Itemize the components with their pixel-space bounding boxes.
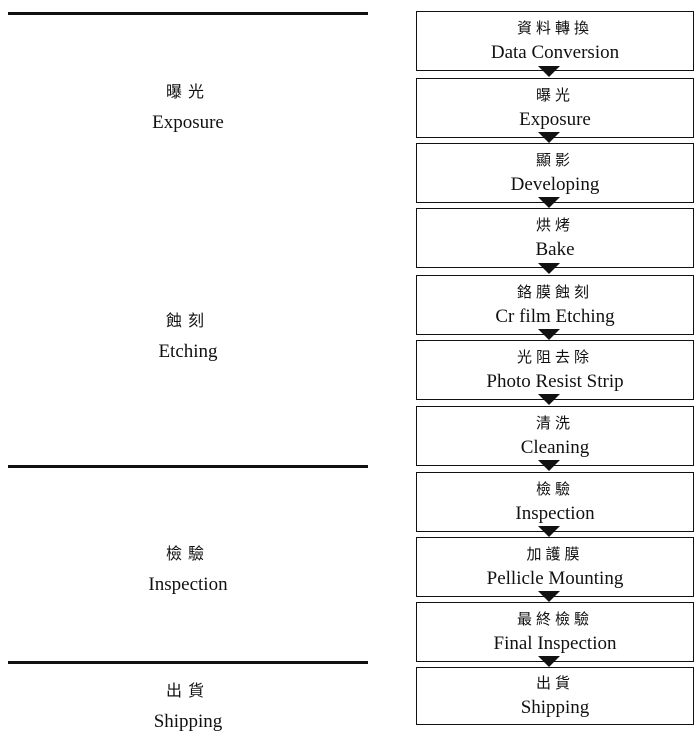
step-label-en: Inspection bbox=[515, 503, 595, 524]
step-box-exposure: 曝光 Exposure bbox=[416, 78, 694, 138]
step-box-bake: 烘烤 Bake bbox=[416, 208, 694, 268]
step-label-en: Cleaning bbox=[520, 437, 590, 458]
step-label-en: Cr film Etching bbox=[495, 306, 615, 327]
step-label-zh: 清洗 bbox=[535, 416, 574, 432]
stage-label-etching: 蝕刻 Etching bbox=[8, 307, 368, 367]
step-label-zh: 光阻去除 bbox=[516, 350, 593, 366]
step-box-cr-film-etching: 鉻膜蝕刻 Cr film Etching bbox=[416, 275, 694, 335]
down-arrow-icon bbox=[538, 460, 560, 471]
stage-label-shipping: 出貨 Shipping bbox=[8, 677, 368, 737]
down-arrow-icon bbox=[538, 394, 560, 405]
step-label-zh: 檢驗 bbox=[535, 482, 574, 498]
step-box-cleaning: 清洗 Cleaning bbox=[416, 406, 694, 466]
stage-divider-shipping bbox=[8, 661, 368, 664]
step-label-en: Final Inspection bbox=[493, 633, 617, 654]
step-label-en: Developing bbox=[510, 174, 600, 195]
stage-label-zh: 曝光 bbox=[165, 84, 210, 101]
down-arrow-icon bbox=[538, 656, 560, 667]
down-arrow-icon bbox=[538, 526, 560, 537]
step-box-data-conversion: 資料轉換 Data Conversion bbox=[416, 11, 694, 71]
down-arrow-icon bbox=[538, 329, 560, 340]
stage-divider-inspection bbox=[8, 465, 368, 468]
down-arrow-icon bbox=[538, 66, 560, 77]
step-label-en: Pellicle Mounting bbox=[486, 568, 624, 589]
step-box-final-inspection: 最終檢驗 Final Inspection bbox=[416, 602, 694, 662]
down-arrow-icon bbox=[538, 591, 560, 602]
step-label-zh: 出貨 bbox=[535, 676, 574, 692]
stage-label-en: Etching bbox=[158, 341, 218, 362]
step-label-zh: 資料轉換 bbox=[516, 21, 593, 37]
step-box-inspection: 檢驗 Inspection bbox=[416, 472, 694, 532]
step-label-en: Photo Resist Strip bbox=[486, 371, 624, 392]
step-label-en: Data Conversion bbox=[490, 42, 620, 63]
down-arrow-icon bbox=[538, 132, 560, 143]
stage-label-zh: 蝕刻 bbox=[165, 313, 210, 330]
down-arrow-icon bbox=[538, 263, 560, 274]
stage-label-inspection: 檢驗 Inspection bbox=[8, 540, 368, 600]
step-label-en: Exposure bbox=[519, 109, 591, 130]
step-label-zh: 顯影 bbox=[535, 153, 574, 169]
stage-label-en: Inspection bbox=[148, 574, 228, 595]
step-label-en: Bake bbox=[535, 239, 575, 260]
down-arrow-icon bbox=[538, 197, 560, 208]
step-label-zh: 曝光 bbox=[535, 88, 574, 104]
step-label-zh: 烘烤 bbox=[535, 218, 574, 234]
step-label-zh: 加護膜 bbox=[526, 547, 584, 563]
stage-label-zh: 檢驗 bbox=[165, 546, 210, 563]
step-label-en: Shipping bbox=[520, 697, 590, 718]
step-label-zh: 最終檢驗 bbox=[516, 612, 593, 628]
step-box-pellicle-mounting: 加護膜 Pellicle Mounting bbox=[416, 537, 694, 597]
step-box-shipping: 出貨 Shipping bbox=[416, 667, 694, 725]
step-box-photo-resist-strip: 光阻去除 Photo Resist Strip bbox=[416, 340, 694, 400]
step-box-developing: 顯影 Developing bbox=[416, 143, 694, 203]
stage-label-exposure: 曝光 Exposure bbox=[8, 78, 368, 138]
step-label-zh: 鉻膜蝕刻 bbox=[516, 285, 593, 301]
stage-label-zh: 出貨 bbox=[165, 683, 210, 700]
stage-label-en: Shipping bbox=[153, 711, 223, 732]
stage-divider-top bbox=[8, 12, 368, 15]
stage-label-en: Exposure bbox=[152, 112, 224, 133]
